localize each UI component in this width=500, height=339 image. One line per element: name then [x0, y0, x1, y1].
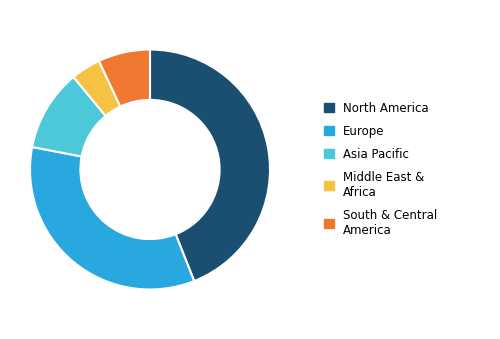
Legend: North America, Europe, Asia Pacific, Middle East &
Africa, South & Central
Ameri: North America, Europe, Asia Pacific, Mid…: [321, 98, 441, 241]
Wedge shape: [150, 49, 270, 281]
Wedge shape: [30, 147, 194, 290]
Wedge shape: [32, 77, 106, 157]
Wedge shape: [74, 61, 120, 116]
Wedge shape: [99, 49, 150, 106]
